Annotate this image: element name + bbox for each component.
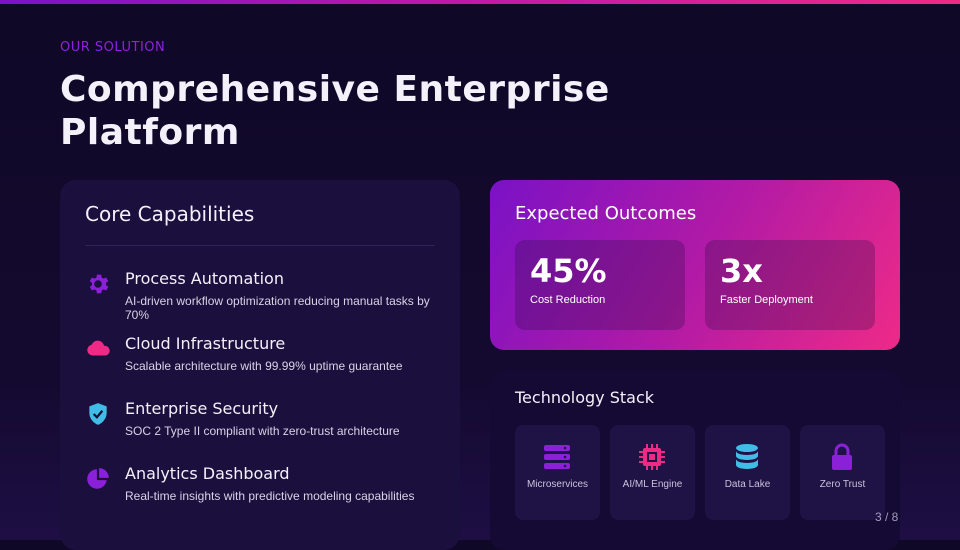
capability-name: Process Automation: [125, 269, 284, 288]
tech-stack-title: Technology Stack: [515, 388, 655, 407]
tech-ai-ml-engine: AI/ML Engine: [610, 425, 695, 520]
page-title: Comprehensive Enterprise Platform: [60, 69, 610, 153]
capability-name: Cloud Infrastructure: [125, 334, 286, 353]
pie-chart-icon: [87, 468, 109, 489]
page-number: 3 / 8: [875, 510, 899, 524]
metric-label: Faster Deployment: [720, 294, 813, 306]
shield-check-icon: [89, 403, 107, 425]
capability-name: Analytics Dashboard: [125, 464, 290, 483]
outcomes-title: Expected Outcomes: [515, 203, 697, 224]
metric-value: 45%: [530, 252, 607, 290]
core-capabilities-card: Core Capabilities Process Automation AI-…: [60, 180, 460, 550]
tech-label: Data Lake: [724, 479, 771, 490]
tech-data-lake: Data Lake: [705, 425, 790, 520]
expected-outcomes-card: Expected Outcomes 45% Cost Reduction 3x …: [490, 180, 900, 350]
capability-desc: SOC 2 Type II compliant with zero-trust …: [125, 424, 400, 438]
metric-faster-deployment: 3x Faster Deployment: [705, 240, 875, 330]
tech-microservices: Microservices: [515, 425, 600, 520]
tech-zero-trust: Zero Trust: [800, 425, 885, 520]
chip-icon: [639, 444, 665, 470]
tech-label: Zero Trust: [819, 479, 866, 490]
capability-desc: Real-time insights with predictive model…: [125, 489, 415, 503]
metric-label: Cost Reduction: [530, 294, 606, 306]
top-accent-bar: [0, 0, 960, 4]
metric-value: 3x: [720, 252, 763, 290]
gear-icon: [89, 274, 109, 294]
technology-stack-card: Technology Stack Microservices AI/ML Eng…: [490, 370, 900, 550]
tech-label: AI/ML Engine: [622, 479, 683, 490]
metric-cost-reduction: 45% Cost Reduction: [515, 240, 685, 330]
capabilities-title: Core Capabilities: [85, 202, 255, 226]
cloud-icon: [87, 340, 110, 356]
tech-label: Microservices: [526, 479, 589, 490]
database-icon: [736, 444, 758, 469]
section-eyebrow: OUR SOLUTION: [60, 40, 166, 55]
capability-desc: AI-driven workflow optimization reducing…: [125, 294, 430, 322]
capability-desc: Scalable architecture with 99.99% uptime…: [125, 359, 403, 373]
divider: [85, 245, 435, 246]
server-icon: [544, 445, 570, 469]
lock-icon: [832, 443, 852, 470]
capability-name: Enterprise Security: [125, 399, 279, 418]
